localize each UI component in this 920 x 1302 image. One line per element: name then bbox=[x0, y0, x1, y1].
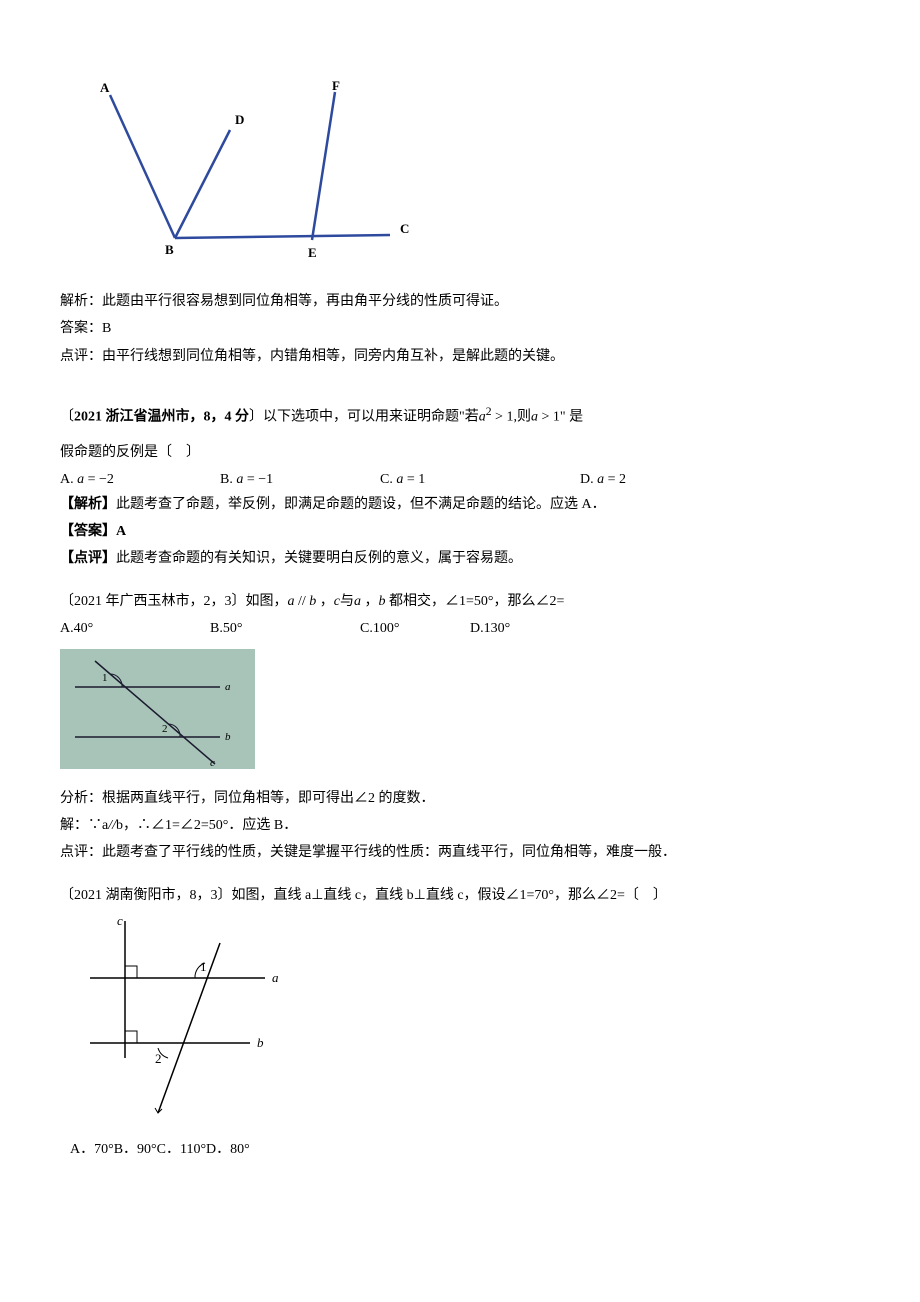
angle-bisector-figure: A B C D E F bbox=[80, 80, 860, 274]
b3-solve-par: // bbox=[108, 818, 116, 833]
option-C: C. a = 1 bbox=[380, 467, 580, 492]
src-tail: " 是 bbox=[560, 409, 583, 424]
block3-options: A.40° B.50° C.100° D.130° bbox=[60, 616, 860, 641]
comment-text: 此题考查命题的有关知识，关键要明白反例的意义，属于容易题。 bbox=[116, 551, 522, 566]
b3-a2: a bbox=[354, 594, 361, 609]
block4-source: 〔2021 湖南衡阳市，8，3〕如图，直线 a⊥直线 c，直线 b⊥直线 c，假… bbox=[60, 883, 860, 908]
block2-false-ex: 假命题的反例是〔 〕 bbox=[60, 440, 860, 465]
b3-src: 〔2021 年广西玉林市，2，3〕如图， bbox=[60, 594, 288, 609]
svg-text:2: 2 bbox=[162, 723, 168, 735]
svg-text:a: a bbox=[225, 681, 231, 693]
svg-text:F: F bbox=[332, 80, 340, 93]
comment-label: 【点评】 bbox=[60, 551, 116, 566]
prop-a2: a bbox=[479, 409, 486, 424]
analysis-label: 【解析】 bbox=[60, 497, 116, 512]
svg-text:E: E bbox=[308, 245, 317, 260]
block1-comment: 点评：由平行线想到同位角相等，内错角相等，同旁内角互补，是解此题的关键。 bbox=[60, 344, 860, 369]
analysis-text: 此题考查了命题，举反例，即满足命题的题设，但不满足命题的结论。应选 A． bbox=[116, 497, 606, 512]
b3-a: a bbox=[288, 594, 295, 609]
block2-comment: 【点评】此题考查命题的有关知识，关键要明白反例的意义，属于容易题。 bbox=[60, 546, 860, 571]
block3-comment: 点评：此题考查了平行线的性质，关键是掌握平行线的性质：两直线平行，同位角相等，难… bbox=[60, 840, 860, 865]
b3-optC: C.100° bbox=[360, 616, 470, 641]
svg-text:b: b bbox=[257, 1035, 264, 1050]
src-suffix: 〕以下选项中，可以用来证明命题" bbox=[249, 409, 465, 424]
b3-optB: B.50° bbox=[210, 616, 360, 641]
option-A: A. a = −2 bbox=[60, 467, 220, 492]
b3-m3: ， bbox=[361, 594, 379, 609]
block3-solve: 解：∵a//b，∴∠1=∠2=50°．应选 B． bbox=[60, 813, 860, 838]
svg-text:a: a bbox=[272, 970, 279, 985]
svg-text:D: D bbox=[235, 112, 244, 127]
src-bold: 2021 浙江省温州市，8，4 分 bbox=[74, 409, 249, 424]
optA-eq: = −2 bbox=[84, 472, 114, 487]
optD-eq: = 2 bbox=[604, 472, 626, 487]
block2-answer: 【答案】A bbox=[60, 519, 860, 544]
svg-text:B: B bbox=[165, 242, 174, 257]
block3-source: 〔2021 年广西玉林市，2，3〕如图，a // b ，c与a ，b 都相交，∠… bbox=[60, 589, 860, 614]
block4-options: A．70°B．90°C．110°D．80° bbox=[70, 1137, 860, 1162]
b3-solve-b: b，∴∠1=∠2=50°．应选 B． bbox=[116, 818, 297, 833]
optD-label: D. bbox=[580, 472, 597, 487]
optA-label: A. bbox=[60, 472, 77, 487]
prop-gt1: > 1, bbox=[492, 409, 517, 424]
block1-answer: 答案：B bbox=[60, 316, 860, 341]
prop-then: 则 bbox=[517, 409, 531, 424]
b3-m2: 与 bbox=[340, 594, 354, 609]
b3-b2: b bbox=[379, 594, 386, 609]
block2-options: A. a = −2 B. a = −1 C. a = 1 D. a = 2 bbox=[60, 467, 860, 492]
optB-eq: = −1 bbox=[243, 472, 273, 487]
b3-optA: A.40° bbox=[60, 616, 210, 641]
block1-analysis: 解析：此题由平行很容易想到同位角相等，再由角平分线的性质可得证。 bbox=[60, 289, 860, 314]
optC-label: C. bbox=[380, 472, 396, 487]
block2-analysis: 【解析】此题考查了命题，举反例，即满足命题的题设，但不满足命题的结论。应选 A． bbox=[60, 492, 860, 517]
svg-text:c: c bbox=[117, 913, 123, 928]
b3-solve-pre: 解：∵a bbox=[60, 818, 108, 833]
figure3-svg: 1 2 a b c bbox=[80, 913, 290, 1123]
block2-source-line: 〔2021 浙江省温州市，8，4 分〕以下选项中，可以用来证明命题"若a2 > … bbox=[60, 401, 860, 430]
svg-text:A: A bbox=[100, 80, 110, 95]
prop-gt1b: > 1 bbox=[538, 409, 560, 424]
option-B: B. a = −1 bbox=[220, 467, 380, 492]
b3-m1: ， bbox=[316, 594, 334, 609]
svg-text:2: 2 bbox=[155, 1051, 162, 1066]
src-prefix: 〔 bbox=[60, 409, 74, 424]
block3-analysis: 分析：根据两直线平行，同位角相等，即可得出∠2 的度数． bbox=[60, 786, 860, 811]
b3-optD: D.130° bbox=[470, 616, 570, 641]
perpendicular-lines-figure: 1 2 a b c bbox=[80, 913, 860, 1132]
optB-label: B. bbox=[220, 472, 236, 487]
figure1-svg: A B C D E F bbox=[80, 80, 410, 265]
svg-text:c: c bbox=[210, 757, 215, 769]
figure2-svg: 1 2 a b c bbox=[60, 649, 255, 769]
svg-text:b: b bbox=[225, 731, 231, 743]
option-D: D. a = 2 bbox=[580, 467, 700, 492]
svg-text:1: 1 bbox=[102, 672, 108, 684]
b3-m4: 都相交，∠1=50°，那么∠2= bbox=[386, 594, 565, 609]
prop-a: a bbox=[531, 409, 538, 424]
svg-text:1: 1 bbox=[200, 959, 207, 974]
prop-pre: 若 bbox=[465, 409, 479, 424]
svg-text:C: C bbox=[400, 221, 409, 236]
parallel-lines-figure: 1 2 a b c bbox=[60, 649, 860, 778]
optC-eq: = 1 bbox=[403, 472, 425, 487]
b3-par: // bbox=[295, 594, 310, 609]
